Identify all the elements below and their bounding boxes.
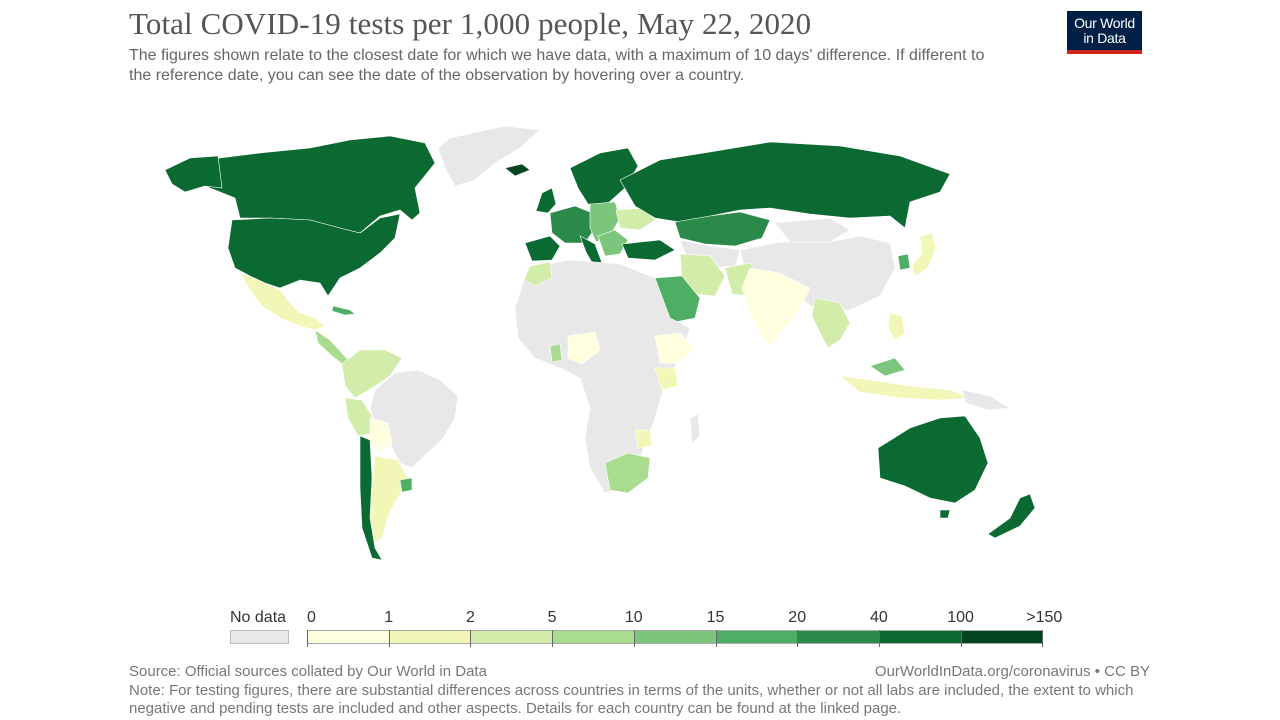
color-legend: No data 0 1 2 5 10 15 20 40 100 >150 <box>0 606 1280 647</box>
legend-no-data-swatch <box>230 630 289 644</box>
testing-note: Note: For testing figures, there are sub… <box>129 682 1134 717</box>
country-ghana[interactable] <box>549 343 563 363</box>
legend-tick-label: 40 <box>869 609 888 626</box>
legend-no-data-label: No data <box>230 609 287 626</box>
legend-tick-mark <box>307 630 308 647</box>
legend-tick-label: 2 <box>465 609 475 626</box>
country-central-america[interactable] <box>314 329 351 367</box>
country-colombia-venezuela[interactable] <box>341 349 403 399</box>
legend-bin <box>552 630 635 644</box>
country-ethiopia[interactable] <box>654 332 696 364</box>
country-iceland[interactable] <box>504 163 531 177</box>
country-mexico[interactable] <box>239 272 326 331</box>
legend-bin <box>960 630 1044 644</box>
country-zimbabwe[interactable] <box>634 429 653 449</box>
legend-bin <box>470 630 554 644</box>
legend-tick-mark <box>797 630 799 647</box>
legend-tick-mark <box>388 630 390 647</box>
country-indonesia[interactable] <box>838 375 971 401</box>
country-western-europe[interactable] <box>549 205 596 244</box>
legend-tick-mark <box>1042 630 1044 647</box>
country-kazakhstan[interactable] <box>674 211 771 247</box>
country-bolivia[interactable] <box>369 417 393 454</box>
legend-tick-label: 15 <box>706 609 725 626</box>
country-india[interactable] <box>741 267 811 347</box>
legend-tick-label: 0 <box>307 609 316 626</box>
country-greenland[interactable] <box>437 125 541 187</box>
country-uruguay[interactable] <box>399 477 413 493</box>
country-south-korea[interactable] <box>897 253 911 271</box>
country-turkey[interactable] <box>621 239 676 261</box>
country-alaska[interactable] <box>164 155 223 193</box>
legend-tick-label: 20 <box>788 609 807 626</box>
country-malaysia[interactable] <box>869 357 906 377</box>
chart-title: Total COVID-19 tests per 1,000 people, M… <box>129 6 812 41</box>
legend-bin <box>307 630 390 644</box>
logo-line-2: in Data <box>1083 30 1126 46</box>
legend-bin <box>715 630 799 644</box>
chart-subtitle: The figures shown relate to the closest … <box>129 47 985 84</box>
country-united-kingdom[interactable] <box>535 187 557 214</box>
country-south-africa[interactable] <box>604 452 651 494</box>
country-morocco[interactable] <box>523 261 553 287</box>
country-nigeria[interactable] <box>567 331 601 365</box>
legend-tick-mark <box>633 630 635 647</box>
country-brazil[interactable] <box>369 369 459 469</box>
country-new-zealand[interactable] <box>987 493 1036 539</box>
legend-bin <box>388 630 472 644</box>
world-map <box>164 125 1036 561</box>
country-tasmania[interactable] <box>939 509 951 519</box>
country-philippines[interactable] <box>887 312 906 341</box>
country-argentina[interactable] <box>369 455 409 544</box>
source-note: Source: Official sources collated by Our… <box>129 663 487 680</box>
country-mongolia[interactable] <box>774 217 851 243</box>
country-spain[interactable] <box>524 235 561 262</box>
country-kenya[interactable] <box>654 367 679 391</box>
country-peru[interactable] <box>344 397 373 437</box>
country-canada[interactable] <box>179 135 436 234</box>
country-chile[interactable] <box>359 435 383 561</box>
legend-tick-mark <box>960 630 962 647</box>
legend-bin <box>878 630 962 644</box>
country-japan[interactable] <box>911 232 937 277</box>
legend-tick-label: 100 <box>947 609 974 626</box>
legend-bin <box>797 630 880 644</box>
country-caribbean[interactable] <box>331 305 356 316</box>
legend-bin <box>633 630 717 644</box>
legend-tick-mark <box>715 630 717 647</box>
country-papua-new-guinea[interactable] <box>961 389 1011 411</box>
logo-line-1: Our World <box>1074 15 1135 31</box>
country-southeast-asia[interactable] <box>811 297 851 349</box>
legend-tick-mark <box>878 630 880 647</box>
legend-tick-label: 1 <box>384 609 394 626</box>
country-united-states[interactable] <box>227 213 401 297</box>
legend-tick-label: >150 <box>1026 609 1063 626</box>
credit-link[interactable]: OurWorldInData.org/coronavirus • CC BY <box>874 663 1150 680</box>
owid-logo[interactable]: Our World in Data <box>1067 11 1142 54</box>
legend-tick-label: 5 <box>547 609 557 626</box>
legend-tick-mark <box>470 630 472 647</box>
country-australia[interactable] <box>877 415 989 504</box>
legend-tick-label: 10 <box>624 609 643 626</box>
country-madagascar[interactable] <box>689 413 701 444</box>
legend-tick-mark <box>552 630 554 647</box>
country-russia[interactable] <box>619 141 951 229</box>
